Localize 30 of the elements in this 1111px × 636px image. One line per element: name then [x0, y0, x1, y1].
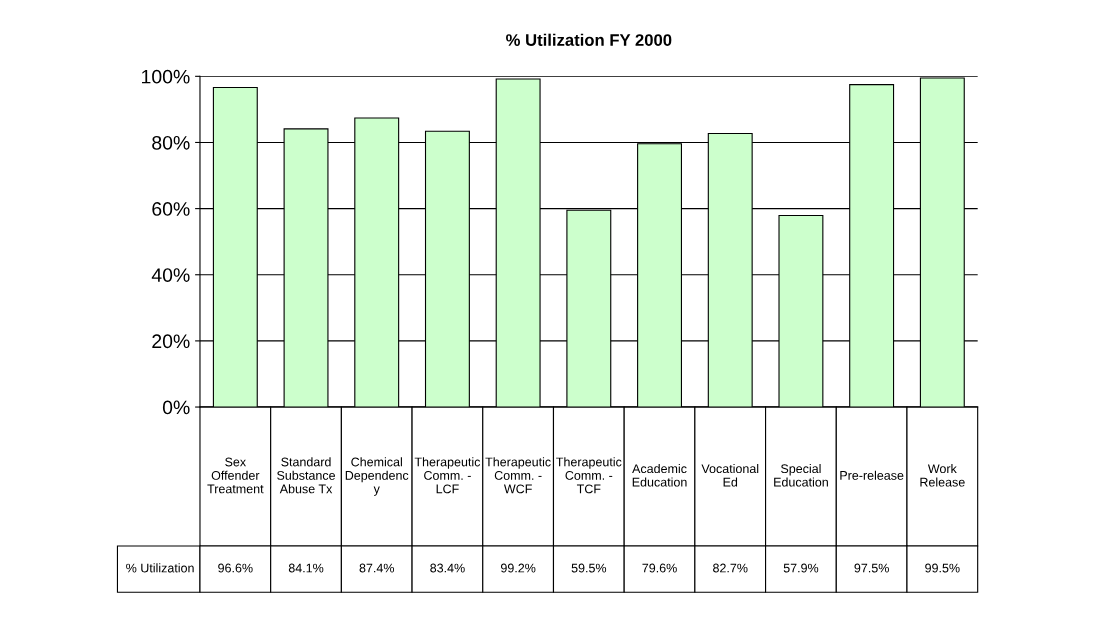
y-tick-label: 40%	[151, 268, 190, 282]
x-tick-label: Work Release	[920, 463, 965, 487]
x-tick-label: Therapeutic Comm. - TCF	[556, 457, 622, 494]
data-label: 57.9%	[783, 563, 819, 573]
data-label: 82.7%	[713, 563, 748, 573]
text: % Utilization	[126, 563, 194, 573]
y-tick-label: 0%	[162, 400, 190, 415]
x-tick-label: Special Education	[774, 463, 828, 487]
data-label: 84.1%	[288, 563, 324, 573]
x-tick-label: Sex Offender Treatment	[207, 457, 264, 494]
data-label: 79.6%	[642, 563, 677, 573]
y-tick-label: 80%	[152, 135, 190, 150]
data-label: 83.4%	[430, 563, 465, 573]
chart-title: % Utilization FY 2000	[506, 33, 672, 46]
x-tick-label: Chemical Dependenc y	[345, 457, 409, 496]
data-label: 87.4%	[359, 563, 395, 573]
x-tick-label: Therapeutic Comm. - WCF	[485, 457, 551, 494]
y-tick-label: 20%	[152, 334, 190, 349]
data-label: 96.6%	[218, 563, 253, 573]
y-tick-label: 100%	[142, 69, 190, 84]
x-tick-label: Therapeutic Comm. - LCF	[414, 457, 481, 494]
data-label: 99.2%	[501, 563, 536, 573]
x-tick-label: Academic Education	[632, 463, 687, 487]
x-tick-label: Standard Substance Abuse Tx	[277, 457, 336, 494]
data-label: 59.5%	[571, 563, 607, 573]
y-tick-label: 60%	[152, 202, 190, 216]
data-label: 97.5%	[854, 563, 889, 573]
x-tick-label: Pre-release	[840, 470, 904, 480]
data-label: 99.5%	[925, 563, 960, 573]
x-tick-label: Vocational Ed	[701, 463, 759, 487]
